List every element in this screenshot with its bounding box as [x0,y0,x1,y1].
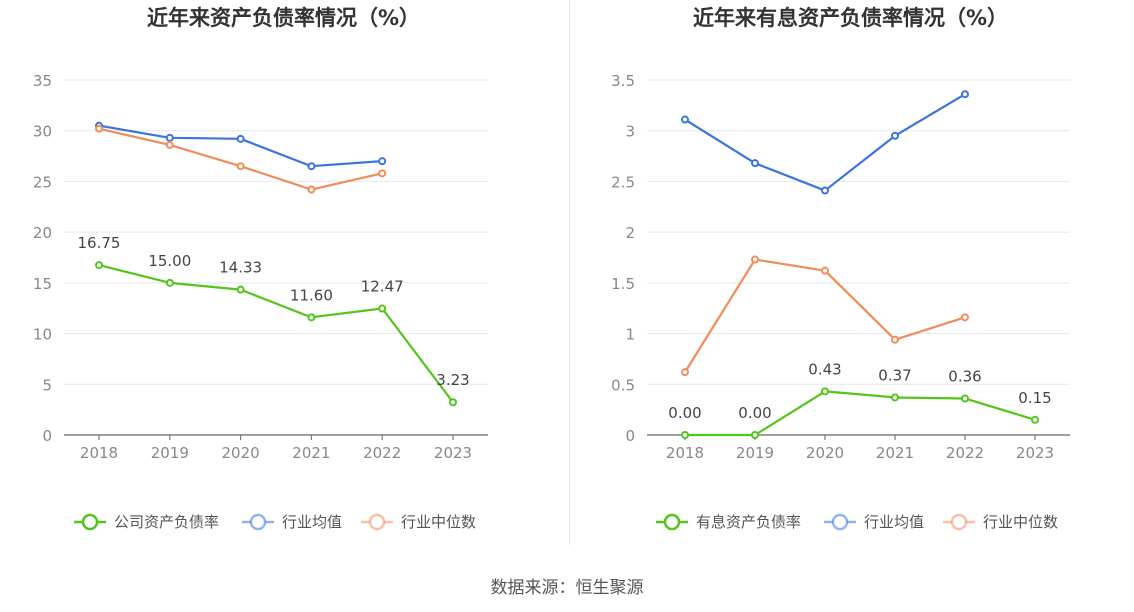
left-data-point [236,285,245,294]
right-data-point [961,394,969,403]
right-data-point [1031,415,1039,424]
right-ytick-label: 1.5 [611,275,635,293]
left-xtick-label: 2020 [222,444,260,462]
right-ytick-label: 0 [625,427,635,445]
right-data-point [821,387,829,396]
left-legend-label: 公司资产负债率 [114,513,219,531]
right-data-point [891,131,899,140]
left-data-label: 16.75 [78,234,121,252]
right-ytick-label: 0.5 [611,376,635,394]
right-series-line [684,258,966,373]
left-ytick-label: 5 [42,376,52,394]
right-ytick-label: 2.5 [611,173,635,191]
left-data-point [95,261,103,270]
right-legend-marker [663,513,681,531]
left-data-point [95,124,103,133]
right-data-point [961,313,969,322]
right-xtick-label: 2019 [736,444,774,462]
left-ytick-label: 20 [33,224,52,242]
left-data-label: 14.33 [219,259,262,277]
right-data-point [751,255,759,264]
left-xtick-label: 2023 [434,444,472,462]
right-data-label: 0.00 [738,404,771,422]
left-data-point [378,169,387,178]
data-source-note: 数据来源：恒生聚源 [490,578,644,598]
left-data-point [378,157,387,166]
right-xtick-label: 2022 [946,444,984,462]
left-data-point [378,304,387,313]
left-data-point [307,185,316,194]
right-data-point [891,393,899,402]
right-data-label: 0.15 [1018,389,1051,407]
left-legend-marker [249,513,267,531]
panel-divider [569,0,570,545]
right-data-label: 0.43 [808,360,841,378]
left-data-point [236,162,245,171]
left-data-point [165,278,174,287]
right-ytick-label: 3.5 [611,72,635,90]
right-ytick-label: 3 [625,123,635,141]
right-data-label: 0.00 [668,404,701,422]
right-data-label: 0.36 [948,367,981,385]
left-xtick-label: 2019 [151,444,189,462]
chart-title-left: 近年来资产负债率情况（%） [146,6,421,30]
left-data-point [307,162,316,171]
left-data-label: 11.60 [290,286,333,304]
right-legend-marker [950,513,968,531]
right-legend-label: 有息资产负债率 [696,513,801,531]
left-data-label: 15.00 [148,252,191,270]
left-ytick-label: 10 [33,326,52,344]
left-ytick-label: 25 [33,173,52,191]
chart-title-right: 近年来有息资产负债率情况（%） [692,6,1009,30]
right-legend-label: 行业均值 [864,513,924,531]
left-data-point [165,133,174,142]
right-data-point [751,431,759,439]
left-legend-marker [81,513,99,531]
left-data-point [449,398,457,407]
left-ytick-label: 35 [33,72,52,90]
left-data-point [307,313,316,322]
right-series-line [684,93,966,192]
right-ytick-label: 1 [625,326,635,344]
left-ytick-label: 15 [33,275,52,293]
left-data-label: 12.47 [361,278,404,296]
left-xtick-label: 2021 [292,444,330,462]
right-xtick-label: 2018 [666,444,704,462]
left-ytick-label: 0 [42,427,52,445]
left-series-line [98,264,454,403]
right-data-point [821,266,829,275]
left-xtick-label: 2022 [363,444,401,462]
left-legend-label: 行业中位数 [401,513,476,531]
left-ytick-label: 30 [33,123,52,141]
right-xtick-label: 2020 [806,444,844,462]
right-data-label: 0.37 [878,366,911,384]
right-xtick-label: 2023 [1016,444,1054,462]
left-data-point [165,140,174,149]
right-data-point [681,431,689,439]
left-data-label: 3.23 [436,371,469,389]
left-legend-marker [368,513,386,531]
right-ytick-label: 2 [625,224,635,242]
left-xtick-label: 2018 [80,444,118,462]
left-data-point [236,134,245,143]
right-data-point [681,368,689,377]
right-legend-label: 行业中位数 [983,513,1058,531]
left-legend-label: 行业均值 [282,513,342,531]
right-data-point [891,335,899,344]
right-data-point [681,115,689,124]
right-series-line [685,390,1036,437]
right-data-point [821,186,829,195]
right-data-point [751,159,759,168]
left-series-line [98,124,383,168]
right-legend-marker [831,513,849,531]
right-data-point [961,90,969,99]
right-xtick-label: 2021 [876,444,914,462]
